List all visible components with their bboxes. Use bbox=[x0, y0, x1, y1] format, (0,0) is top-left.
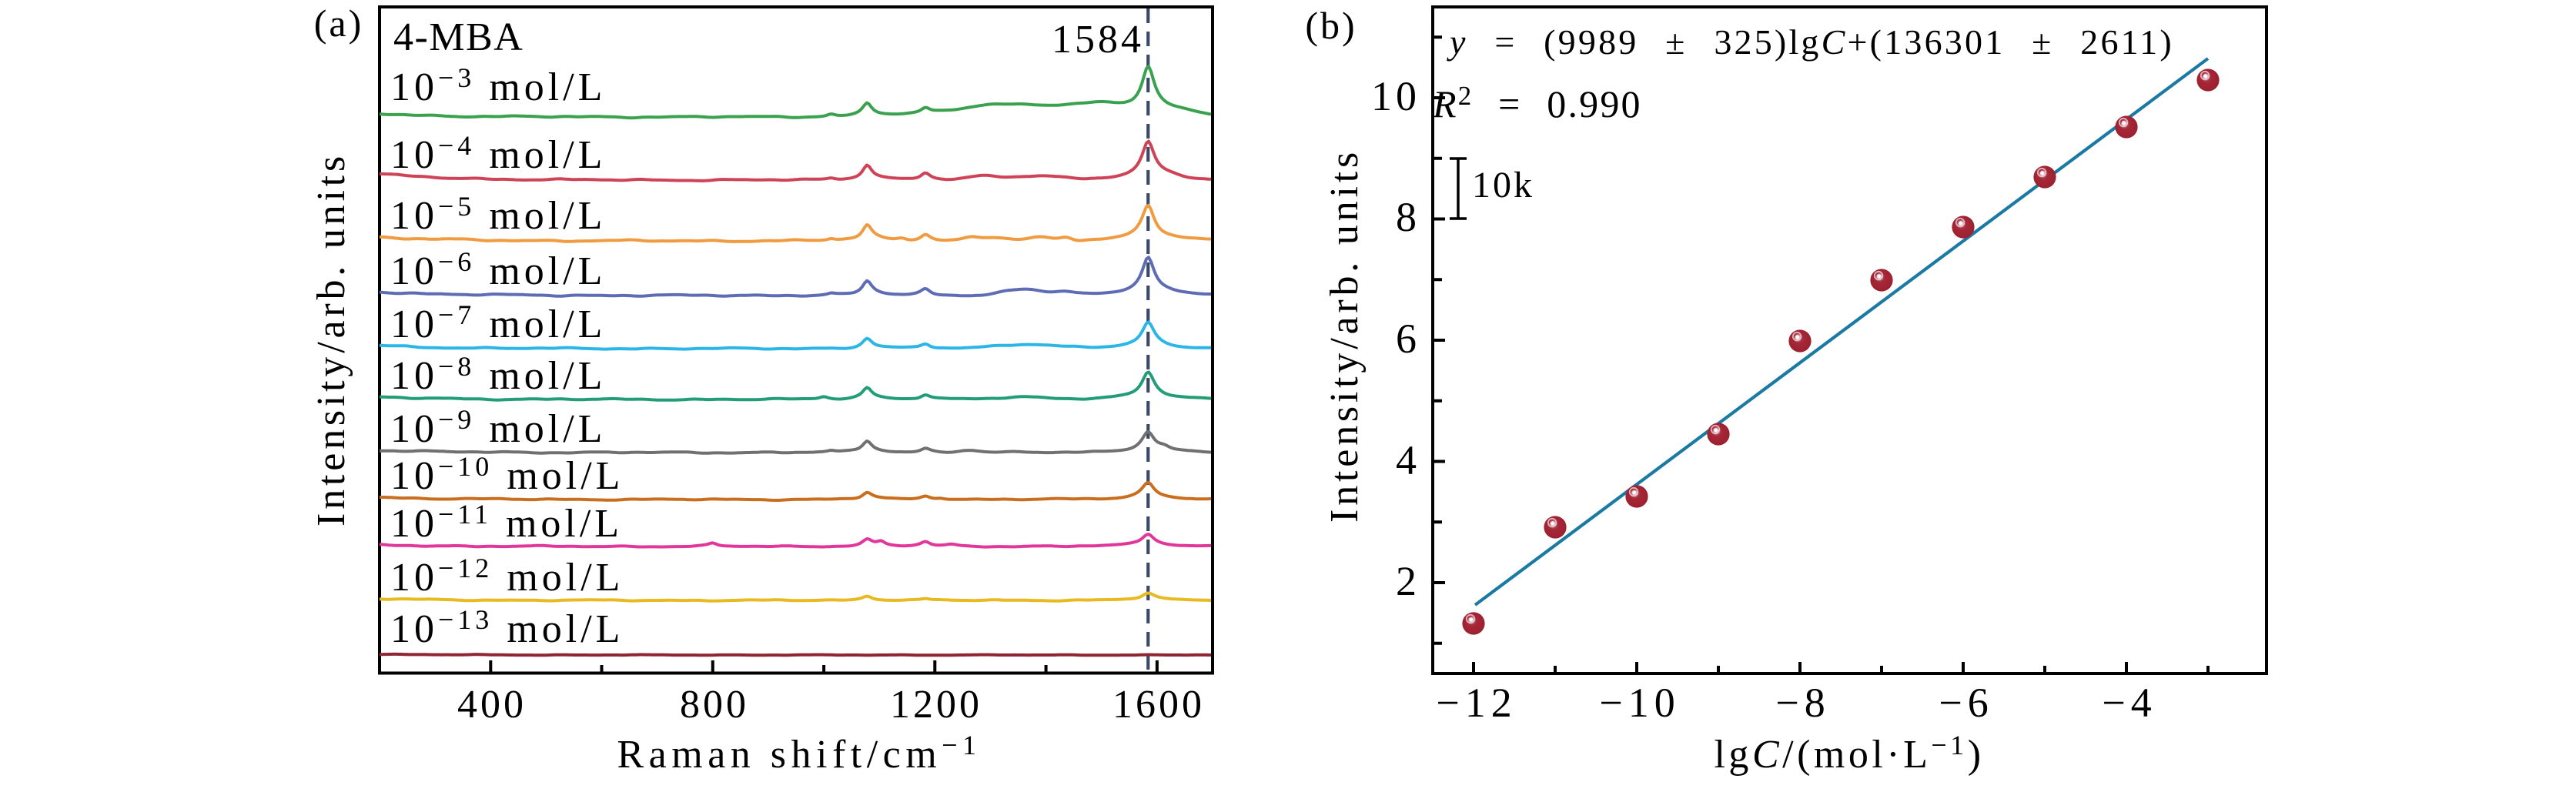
svg-text:2: 2 bbox=[1396, 558, 1420, 604]
svg-text:10−3 mol/L: 10−3 mol/L bbox=[390, 62, 606, 109]
svg-text:4: 4 bbox=[1396, 437, 1420, 483]
svg-text:10k: 10k bbox=[1472, 165, 1534, 206]
svg-text:−10: −10 bbox=[1599, 680, 1680, 726]
svg-text:10−6 mol/L: 10−6 mol/L bbox=[390, 246, 606, 293]
svg-text:−6: −6 bbox=[1939, 680, 1993, 726]
svg-text:R2 = 0.990: R2 = 0.990 bbox=[1432, 81, 1642, 125]
svg-text:−12: −12 bbox=[1436, 680, 1517, 726]
svg-text:8: 8 bbox=[1396, 194, 1420, 240]
svg-text:Intensity/arb. units: Intensity/arb. units bbox=[309, 152, 353, 526]
svg-text:10−4 mol/L: 10−4 mol/L bbox=[390, 130, 606, 177]
svg-text:4-MBA: 4-MBA bbox=[393, 15, 524, 59]
svg-text:1584: 1584 bbox=[1052, 18, 1144, 62]
svg-text:400: 400 bbox=[457, 683, 527, 727]
svg-text:800: 800 bbox=[680, 683, 749, 727]
svg-text:−8: −8 bbox=[1775, 680, 1830, 726]
svg-text:y = (9989 ± 325)lgC+(136301 ±: y = (9989 ± 325)lgC+(136301 ± 2611) bbox=[1447, 22, 2174, 62]
svg-text:6: 6 bbox=[1396, 316, 1420, 362]
svg-text:Intensity/arb. units: Intensity/arb. units bbox=[1323, 149, 1367, 523]
svg-text:1200: 1200 bbox=[890, 683, 982, 727]
svg-text:10−13 mol/L: 10−13 mol/L bbox=[390, 604, 624, 651]
svg-text:10−5 mol/L: 10−5 mol/L bbox=[390, 191, 606, 238]
svg-text:Raman shift/cm−1: Raman shift/cm−1 bbox=[617, 730, 981, 777]
svg-text:10: 10 bbox=[1371, 73, 1420, 119]
svg-text:1600: 1600 bbox=[1112, 683, 1205, 727]
svg-text:−4: −4 bbox=[2102, 680, 2156, 726]
svg-text:10−10 mol/L: 10−10 mol/L bbox=[390, 451, 624, 498]
svg-text:10−7 mol/L: 10−7 mol/L bbox=[390, 299, 606, 346]
svg-text:10−9 mol/L: 10−9 mol/L bbox=[390, 404, 606, 451]
svg-text:10−8 mol/L: 10−8 mol/L bbox=[390, 351, 606, 398]
svg-text:(a): (a) bbox=[314, 2, 364, 45]
svg-text:(b): (b) bbox=[1305, 4, 1357, 47]
svg-text:10−12 mol/L: 10−12 mol/L bbox=[390, 553, 624, 600]
svg-text:10−11 mol/L: 10−11 mol/L bbox=[390, 499, 623, 546]
